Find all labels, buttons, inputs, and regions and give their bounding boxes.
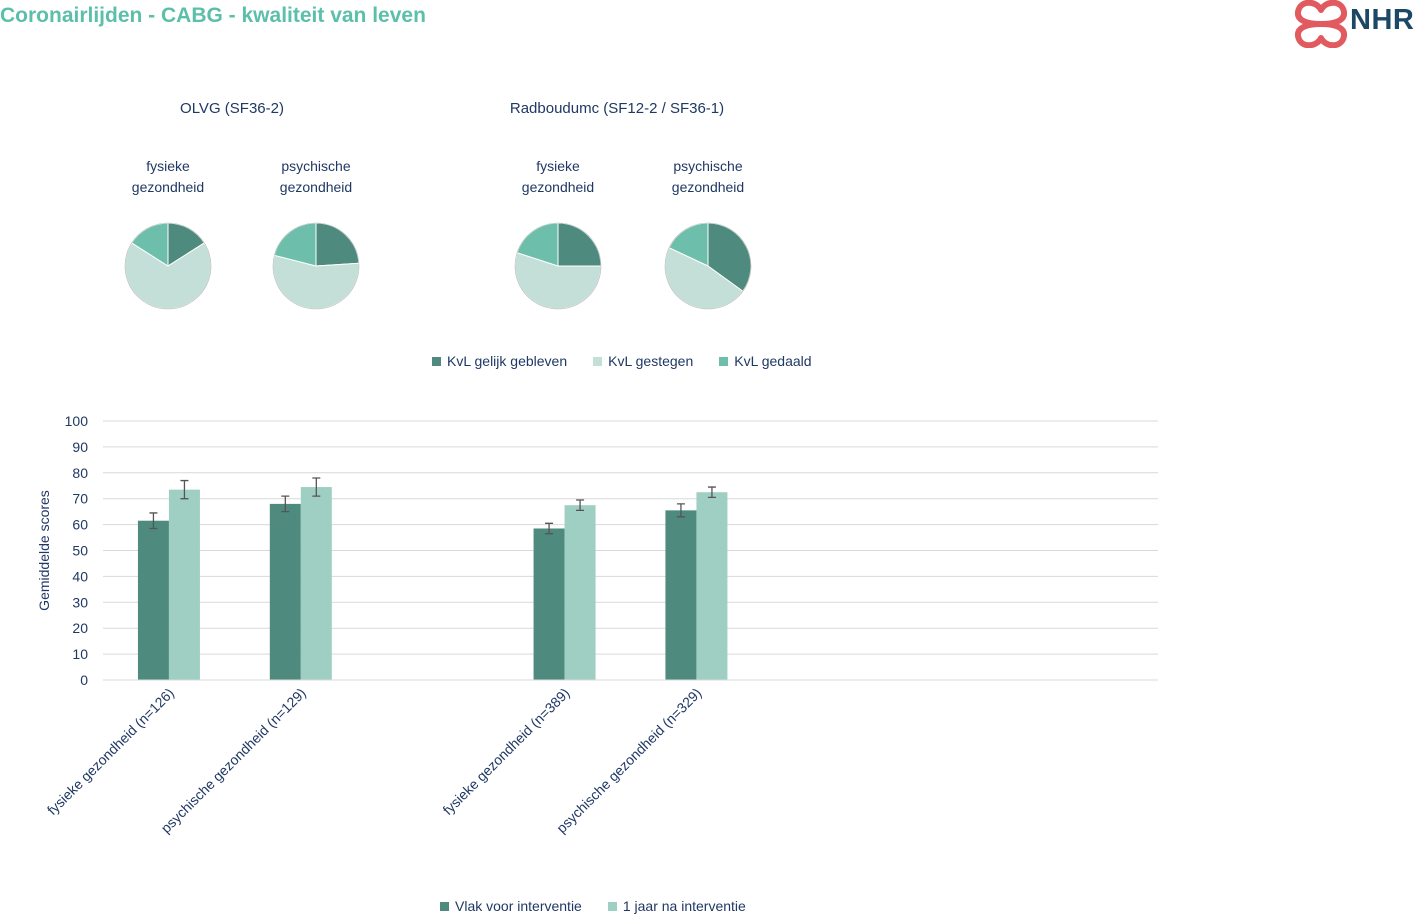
- legend-swatch: [719, 356, 729, 366]
- bar: [168, 489, 200, 680]
- error-bar: [576, 499, 585, 512]
- pie-title-line: gezondheid: [279, 179, 353, 195]
- error-bar: [676, 503, 685, 518]
- legend-label: KvL gedaald: [734, 353, 812, 369]
- legend-item: KvL gedaald: [719, 353, 812, 369]
- bar: [564, 505, 596, 680]
- y-tick-label: 70: [72, 491, 88, 507]
- legend-label: 1 jaar na interventie: [622, 898, 746, 914]
- y-tick-label: 0: [80, 672, 88, 688]
- bar: [269, 503, 301, 680]
- x-tick-label: fysieke gezondheid (n=389): [439, 685, 572, 818]
- y-tick-label: 40: [72, 568, 88, 584]
- error-bar: [312, 477, 321, 497]
- y-tick-label: 50: [72, 543, 88, 559]
- pie-legend: KvL gelijk gebleven KvL gestegen KvL ged…: [432, 353, 838, 369]
- bar: [300, 487, 332, 680]
- legend-item: KvL gestegen: [593, 353, 693, 369]
- legend-swatch: [593, 356, 603, 366]
- pie-outline: [514, 222, 602, 310]
- pie-group-title-olvg: OLVG (SF36-2): [180, 100, 284, 117]
- page-title: Coronairlijden - CABG - kwaliteit van le…: [0, 4, 426, 27]
- x-tick-label: fysieke gezondheid (n=126): [44, 685, 177, 818]
- pie-outline: [664, 222, 752, 310]
- y-tick-label: 60: [72, 517, 88, 533]
- pie-outline: [272, 222, 360, 310]
- y-tick-label: 100: [65, 413, 89, 429]
- bar: [696, 492, 728, 680]
- legend-item: Vlak voor interventie: [440, 898, 582, 914]
- error-bar: [281, 495, 290, 513]
- bar: [665, 510, 697, 680]
- pie-title-olvg-psychisch: psychische gezondheid: [256, 156, 376, 198]
- bar-chart: 0 10 20 30 40 50 60 70 80 90 100 Gemiddelde scores f…: [36, 413, 1158, 836]
- pie-title-olvg-fysiek: fysieke gezondheid: [108, 156, 228, 198]
- error-bar: [149, 512, 158, 530]
- pie-title-radboud-psychisch: psychische gezondheid: [648, 156, 768, 198]
- pie-title-line: gezondheid: [671, 179, 745, 195]
- error-bar: [180, 479, 189, 500]
- bar: [533, 528, 565, 680]
- pie-group-title-radboudumc: Radboudumc (SF12-2 / SF36-1): [509, 100, 725, 117]
- logo-text: NHR: [1350, 4, 1415, 36]
- y-tick-label: 10: [72, 646, 88, 662]
- legend-item: 1 jaar na interventie: [607, 898, 746, 914]
- pie-outline: [124, 222, 212, 310]
- heart-cross-logo-icon: [1294, 0, 1348, 49]
- x-tick-label: psychische gezondheid (n=129): [158, 685, 309, 836]
- y-tick-label: 80: [72, 465, 88, 481]
- pie-charts: [124, 222, 752, 310]
- y-axis-label: Gemiddelde scores: [36, 490, 52, 611]
- pie-title-line: psychische: [673, 158, 743, 174]
- pie-title-line: psychische: [281, 158, 351, 174]
- legend-swatch: [432, 356, 441, 366]
- error-bar: [707, 486, 716, 499]
- y-tick-label: 20: [72, 620, 88, 636]
- nhr-logo: NHR: [1294, 0, 1424, 49]
- pie-title-radboud-fysiek: fysieke gezondheid: [498, 156, 618, 198]
- legend-item: KvL gelijk gebleven: [432, 353, 567, 369]
- y-tick-label: 90: [72, 439, 88, 455]
- legend-label: KvL gestegen: [608, 353, 694, 369]
- legend-swatch: [607, 901, 617, 911]
- pie-title-line: fysieke: [536, 158, 580, 174]
- error-bar: [545, 522, 554, 535]
- legend-label: Vlak voor interventie: [455, 898, 582, 914]
- x-tick-label: psychische gezondheid (n=329): [553, 685, 704, 836]
- pie-title-line: gezondheid: [521, 179, 595, 195]
- legend-swatch: [440, 901, 449, 911]
- y-tick-label: 30: [72, 594, 88, 610]
- legend-label: KvL gelijk gebleven: [447, 353, 568, 369]
- pie-title-line: fysieke: [146, 158, 190, 174]
- bar-legend: Vlak voor interventie 1 jaar na interven…: [440, 898, 772, 914]
- pie-title-line: gezondheid: [131, 179, 205, 195]
- bar: [137, 520, 169, 680]
